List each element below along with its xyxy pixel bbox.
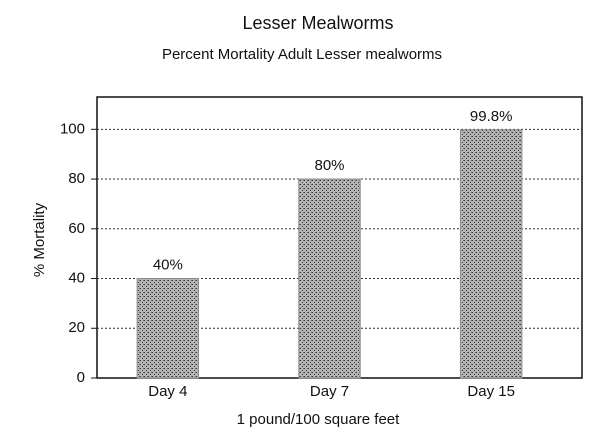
y-tick-label: 100 [60, 120, 85, 137]
value-label: 99.8% [470, 108, 513, 125]
x-tick-label: Day 7 [310, 383, 349, 400]
y-tick-label: 20 [68, 319, 85, 336]
y-tick-label: 60 [68, 220, 85, 237]
x-tick-label: Day 4 [148, 383, 187, 400]
bar [459, 129, 523, 379]
bar [136, 278, 200, 379]
chart-subtitle: Percent Mortality Adult Lesser mealworms [162, 46, 442, 63]
value-label: 40% [153, 256, 183, 273]
bar [298, 178, 361, 379]
chart-title: Lesser Mealworms [242, 13, 393, 33]
x-axis-label: 1 pound/100 square feet [237, 411, 400, 428]
y-tick-label: 80 [68, 170, 85, 187]
y-tick-label: 40 [68, 269, 85, 286]
value-label: 80% [314, 157, 344, 174]
y-tick-label: 0 [77, 369, 85, 386]
y-axis-label: % Mortality [31, 202, 48, 277]
x-tick-label: Day 15 [467, 383, 515, 400]
